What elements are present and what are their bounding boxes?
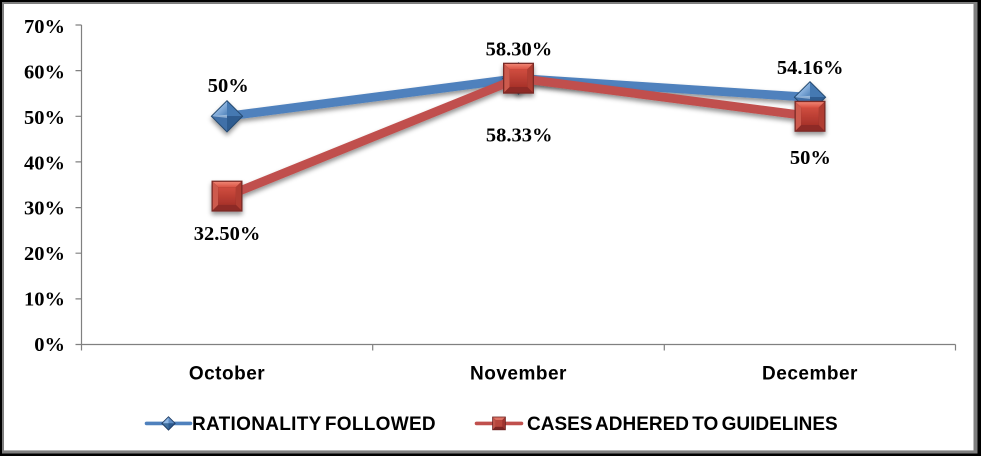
svg-text:58.30%: 58.30% (486, 38, 553, 60)
svg-text:20%: 20% (24, 243, 65, 265)
svg-text:50%: 50% (24, 107, 65, 129)
svg-text:70%: 70% (24, 16, 65, 38)
svg-text:CASES ADHERED TO GUIDELINES: CASES ADHERED TO GUIDELINES (527, 414, 838, 435)
svg-text:54.16%: 54.16% (777, 57, 844, 79)
svg-text:RATIONALITY FOLLOWED: RATIONALITY FOLLOWED (192, 414, 436, 435)
svg-text:50%: 50% (790, 147, 831, 169)
svg-text:40%: 40% (24, 152, 65, 174)
svg-text:50%: 50% (208, 75, 249, 97)
svg-text:10%: 10% (24, 289, 65, 311)
svg-text:December: December (762, 364, 858, 385)
svg-text:November: November (470, 364, 567, 385)
svg-text:0%: 0% (34, 334, 65, 356)
svg-text:60%: 60% (24, 62, 65, 84)
svg-text:October: October (189, 364, 265, 385)
svg-text:32.50%: 32.50% (194, 223, 261, 245)
svg-text:30%: 30% (24, 198, 65, 220)
svg-text:58.33%: 58.33% (486, 125, 553, 147)
